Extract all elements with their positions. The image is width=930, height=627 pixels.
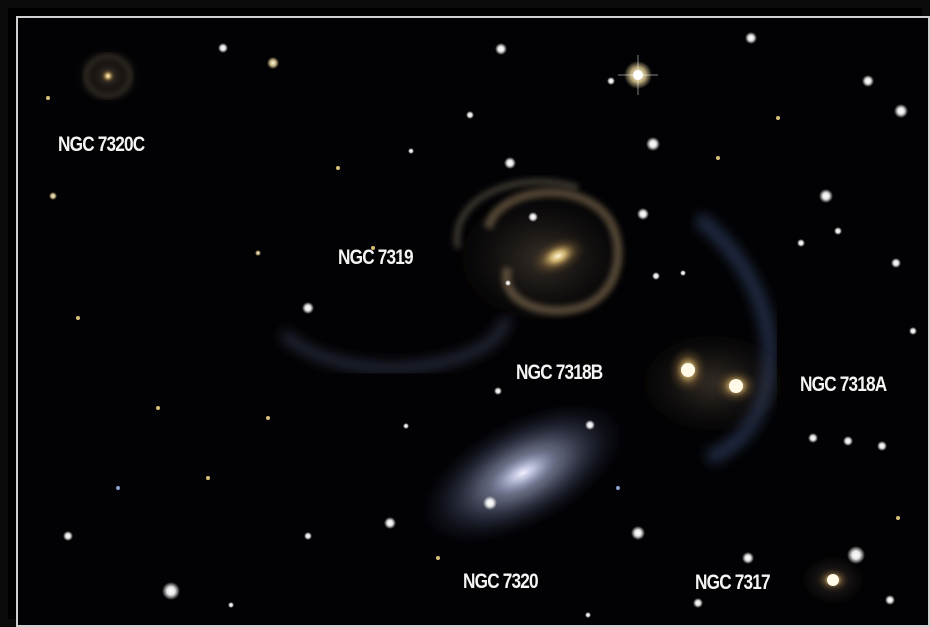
galaxy-photo: NGC 7320C NGC 7319 NGC 7318B NGC 7318A N… <box>16 16 930 627</box>
galaxy-ngc7317 <box>799 554 867 606</box>
galaxy-ngc7320 <box>418 400 628 546</box>
galaxy-ngc7319 <box>448 178 638 330</box>
galaxy-photo-canvas <box>18 18 928 625</box>
galaxy-ngc7320c <box>74 46 142 106</box>
label-ngc7319: NGC 7319 <box>338 246 414 269</box>
label-ngc7318b: NGC 7318B <box>516 361 603 384</box>
galaxy-ngc7318-pair <box>633 328 793 438</box>
label-ngc7320: NGC 7320 <box>463 570 539 593</box>
label-ngc7317: NGC 7317 <box>695 571 771 594</box>
star-field <box>46 32 917 618</box>
tidal-tail <box>279 315 513 374</box>
label-ngc7318a: NGC 7318A <box>800 373 887 396</box>
label-ngc7320c: NGC 7320C <box>58 133 145 156</box>
